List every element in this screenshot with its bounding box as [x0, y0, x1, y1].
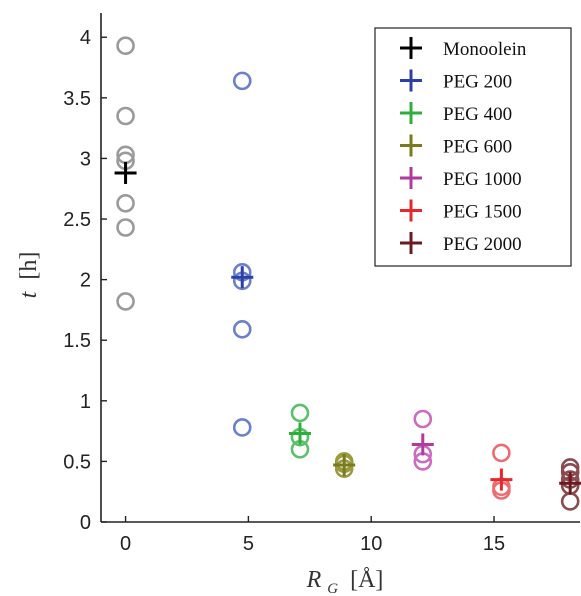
- data-point-0-4: [116, 193, 135, 213]
- x-tick-label-3: 15: [483, 533, 505, 555]
- y-tick-label-0: 0: [80, 512, 91, 534]
- x-tick-label-2: 10: [360, 533, 382, 555]
- data-point-4-0: [413, 409, 433, 429]
- y-tick-label-7: 3.5: [63, 88, 91, 110]
- legend-marker-3: [400, 134, 422, 157]
- y-axis-label-main: t: [16, 290, 42, 298]
- data-point-0-0: [116, 36, 135, 56]
- y-tick-label-3: 1.5: [63, 330, 91, 352]
- mean-marker-2: [288, 422, 311, 445]
- y-axis-label-unit: [h]: [16, 252, 42, 280]
- legend-marker-6: [400, 232, 422, 254]
- data-point-0-6: [116, 292, 135, 311]
- y-tick-label-4: 2: [80, 270, 91, 292]
- mean-marker-5: [490, 468, 513, 491]
- y-tick-label-1: 0.5: [63, 451, 91, 473]
- mean-marker-1: [231, 266, 254, 289]
- legend-marker-5: [400, 199, 422, 222]
- data-point-2-0: [290, 403, 310, 423]
- x-tick-label-0: 0: [120, 533, 131, 555]
- mean-marker-6: [559, 472, 581, 495]
- x-axis-label-sub: G: [327, 581, 338, 596]
- legend-marker-4: [400, 167, 422, 189]
- legend: Monoolein PEG 200 PEG 400 PEG 600 PEG 1000 PE…: [374, 27, 572, 267]
- mean-marker-4: [411, 433, 434, 456]
- legend-label-0: Monoolein: [443, 39, 527, 60]
- legend-label-1: PEG 200: [443, 72, 512, 93]
- legend-label-3: PEG 600: [443, 137, 512, 158]
- data-point-1-4: [232, 418, 252, 437]
- y-tick-label-6: 3: [80, 148, 91, 170]
- legend-label-5: PEG 1500: [443, 202, 522, 223]
- data-point-5-0: [492, 443, 511, 463]
- legend-marker-1: [400, 69, 422, 92]
- legend-marker-2: [400, 102, 422, 124]
- legend-marker-0: [400, 37, 422, 59]
- mean-marker-0: [114, 161, 137, 184]
- data-point-0-5: [116, 218, 135, 237]
- x-axis-label-unit: [Å]: [350, 567, 383, 593]
- ticks: 0 0.5 1 1.5 2 2.5 3 3.5 4 0 5 10 15: [63, 27, 505, 555]
- mean-marker-3: [333, 454, 356, 477]
- data-point-1-3: [232, 320, 252, 339]
- data-point-6-4: [560, 492, 580, 511]
- mean-markers: [114, 161, 581, 495]
- x-axis-label-main: R: [306, 567, 322, 593]
- y-tick-label-8: 4: [80, 27, 91, 49]
- data-point-1-0: [232, 71, 252, 91]
- legend-label-4: PEG 1000: [443, 169, 522, 190]
- legend-label-2: PEG 400: [443, 104, 512, 125]
- legend-label-6: PEG 2000: [443, 234, 522, 255]
- y-tick-label-2: 1: [80, 391, 91, 413]
- data-point-0-1: [116, 106, 135, 126]
- x-tick-label-1: 5: [243, 533, 254, 555]
- x-axis-label: R G [Å]: [306, 567, 384, 596]
- y-tick-label-5: 2.5: [63, 209, 91, 231]
- y-axis-label: t [h]: [16, 252, 42, 299]
